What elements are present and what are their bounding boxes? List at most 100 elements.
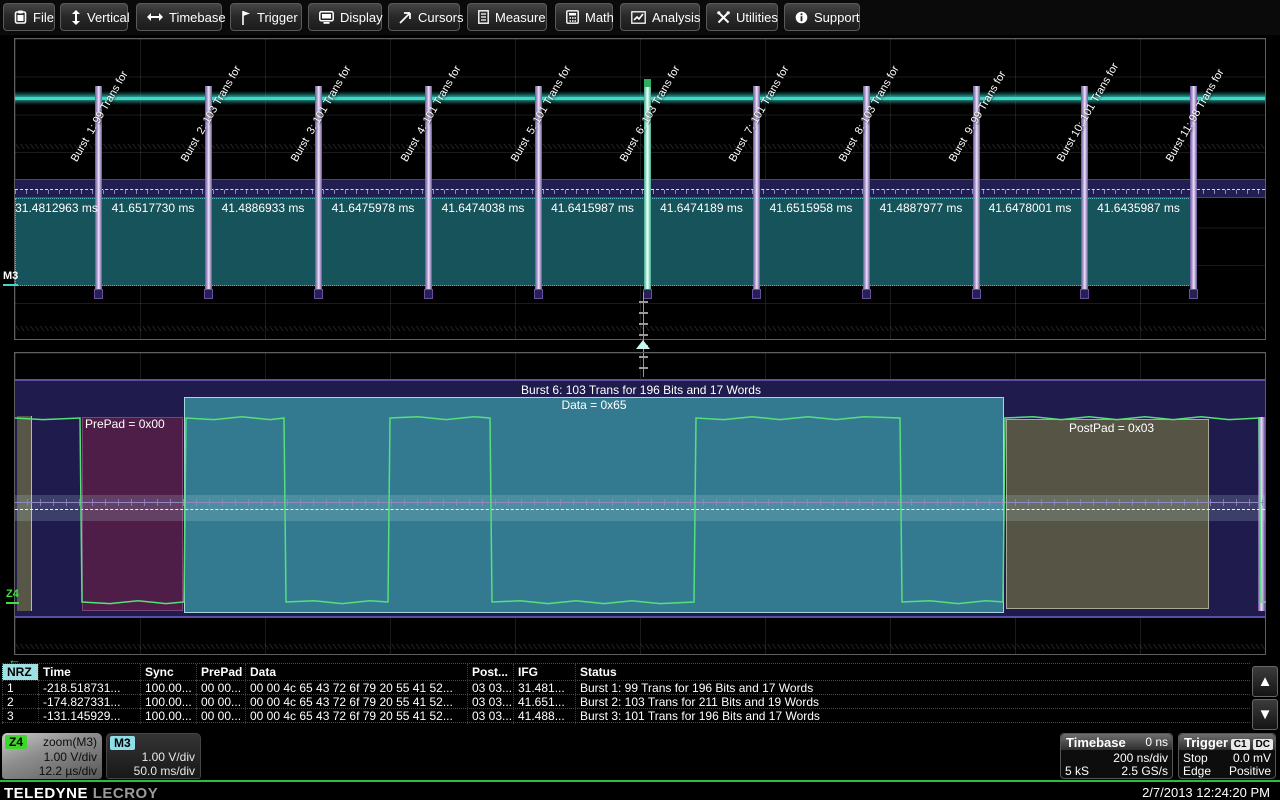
menu-label: Display: [340, 10, 383, 25]
m3-vdiv: 1.00 V/div: [142, 750, 195, 764]
table-scroll-up-button[interactable]: ▲: [1252, 666, 1278, 697]
table-header-cell: Post...: [467, 664, 513, 680]
table-cell: Burst 3: 101 Trans for 196 Bits and 17 W…: [575, 708, 1250, 724]
timeline-ruler-band: [15, 179, 1265, 198]
support-button[interactable]: Support: [784, 3, 860, 31]
table-cell: 00 00...: [196, 708, 245, 724]
timebase-samples: 5 kS: [1065, 764, 1089, 778]
m3-trace-tag: M3: [3, 270, 18, 286]
prepad-label: PrePad = 0x00: [85, 417, 165, 431]
interval-value: 41.4887977 ms: [866, 201, 976, 215]
interval-value: 41.6475978 ms: [318, 201, 428, 215]
timebase-offset: 0 ns: [1145, 735, 1168, 749]
menu-label: Trigger: [257, 10, 298, 25]
interval-value: 41.6474038 ms: [428, 201, 538, 215]
burst-title: Burst 6: 103 Trans for 196 Bits and 17 W…: [15, 383, 1267, 397]
ruler-ticks: [15, 190, 1265, 194]
timebase-button[interactable]: Timebase: [136, 3, 222, 31]
menu-label: Math: [585, 10, 614, 25]
menu-label: Support: [814, 10, 860, 25]
timebase-header: Timebase 0 ns: [1061, 734, 1172, 750]
menu-label: Cursors: [418, 10, 464, 25]
m3-descriptor-box[interactable]: M3 1.00 V/div 50.0 ms/div: [106, 733, 201, 779]
interval-value: 31.4812963 ms: [15, 201, 98, 215]
trigger-box[interactable]: Trigger C1DC Stop 0.0 mV Edge Positive: [1178, 733, 1276, 779]
burst-marker-foot: [94, 289, 103, 299]
trigger-level: 0.0 mV: [1233, 751, 1271, 765]
analysis-button[interactable]: Analysis: [620, 3, 700, 31]
postpad-label: PostPad = 0x03: [1069, 421, 1154, 435]
table-row[interactable]: 3-131.145929...100.00...00 00...00 00 4c…: [2, 709, 1250, 723]
table-scroll-down-button[interactable]: ▼: [1252, 699, 1278, 730]
zoom-waveform-grid: Burst 6: 103 Trans for 196 Bits and 17 W…: [14, 352, 1266, 655]
burst-marker-foot: [424, 289, 433, 299]
decode-table: NRZTimeSyncPrePadDataPost...IFGStatus 1-…: [2, 663, 1250, 723]
table-header-cell: IFG: [513, 664, 575, 680]
m3-tdiv: 50.0 ms/div: [134, 764, 195, 778]
footer-divider: [0, 780, 1280, 782]
table-cell: -131.145929...: [38, 708, 140, 724]
z4-trace-tag: Z4: [6, 588, 19, 604]
calculator-icon: [566, 10, 579, 24]
timebase-perdiv: 200 ns/div: [1113, 751, 1168, 765]
burst-marker-foot: [1080, 289, 1089, 299]
burst-marker-foot: [314, 289, 323, 299]
file-button[interactable]: File: [3, 3, 55, 31]
math-button[interactable]: Math: [555, 3, 613, 31]
table-cell: 100.00...: [140, 708, 196, 724]
table-header-cell: PrePad: [196, 664, 245, 680]
burst-marker-foot: [752, 289, 761, 299]
table-body: 1-218.518731...100.00...00 00...00 00 4c…: [2, 681, 1250, 723]
data-value-label: Data = 0x65: [184, 398, 1004, 412]
interval-value: 41.6415987 ms: [538, 201, 647, 215]
brand-teledyne: TELEDYNE: [4, 785, 88, 800]
trigger-type: Edge: [1183, 764, 1211, 778]
file-icon: [14, 10, 27, 24]
trigger-title: Trigger: [1184, 735, 1228, 750]
table-header-cell: Sync: [140, 664, 196, 680]
z4-descriptor-box[interactable]: Z4 zoom(M3) 1.00 V/div 12.2 µs/div: [2, 733, 102, 779]
hatch-row: [15, 644, 1265, 649]
menu-label: Vertical: [87, 10, 130, 25]
table-header-cell: Status: [575, 664, 1250, 680]
m3-channel-badge: M3: [110, 736, 135, 750]
utilities-tools-icon: [717, 11, 730, 24]
utilities-button[interactable]: Utilities: [706, 3, 778, 31]
menu-bar: File Vertical Timebase Trigger Display C…: [0, 0, 1280, 35]
m3-waveform-trace: [15, 97, 1265, 100]
datetime-display: 2/7/2013 12:24:20 PM: [1142, 785, 1270, 800]
burst-marker-foot: [534, 289, 543, 299]
brand-logo: TELEDYNE LECROY: [4, 785, 158, 800]
table-header-cell: NRZ: [2, 664, 38, 680]
trigger-source-badge: C1: [1231, 739, 1250, 750]
table-cell: 00 00 4c 65 43 72 6f 79 20 55 41 52...: [245, 708, 467, 724]
table-cell: 3: [2, 708, 38, 724]
display-icon: [319, 11, 334, 24]
vertical-button[interactable]: Vertical: [60, 3, 128, 31]
interval-value: 41.6435987 ms: [1084, 201, 1193, 215]
trigger-position-marker[interactable]: [636, 340, 650, 349]
brand-lecroy: LECROY: [93, 785, 159, 800]
interval-value: 41.6515958 ms: [756, 201, 866, 215]
measure-button[interactable]: Measure: [467, 3, 547, 31]
menu-label: Measure: [495, 10, 546, 25]
timebase-rate: 2.5 GS/s: [1121, 764, 1168, 778]
selected-burst-cap: [644, 79, 651, 87]
status-bar: Z4 zoom(M3) 1.00 V/div 12.2 µs/div M3 1.…: [0, 730, 1280, 800]
timebase-box[interactable]: Timebase 0 ns 200 ns/div 5 kS 2.5 GS/s: [1060, 733, 1173, 779]
table-header-cell: Data: [245, 664, 467, 680]
trigger-button[interactable]: Trigger: [230, 3, 302, 31]
menu-label: Timebase: [169, 10, 226, 25]
display-button[interactable]: Display: [308, 3, 382, 31]
table-cell: 03 03...: [467, 708, 513, 724]
menu-label: Analysis: [652, 10, 700, 25]
measure-icon: [478, 10, 489, 24]
burst-marker-foot: [862, 289, 871, 299]
burst-marker-foot: [204, 289, 213, 299]
cursor-arrow-icon: [399, 11, 412, 24]
timebase-title: Timebase: [1066, 735, 1126, 750]
burst-marker-foot: [972, 289, 981, 299]
interval-value: 41.6474189 ms: [647, 201, 756, 215]
cursors-button[interactable]: Cursors: [388, 3, 460, 31]
z4-tdiv: 12.2 µs/div: [39, 764, 97, 778]
